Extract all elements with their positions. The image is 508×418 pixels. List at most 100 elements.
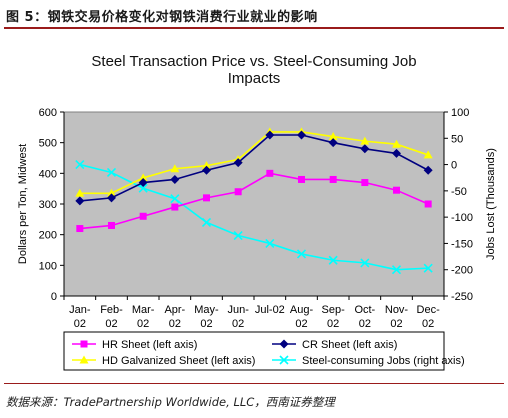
point-cr (170, 174, 180, 184)
report-header: 图 5：钢铁交易价格变化对钢铁消费行业就业的影响 (0, 0, 508, 30)
point-hd (360, 136, 370, 145)
point-cr (328, 138, 338, 148)
chart-title-line-1: Steel Transaction Price vs. Steel-Consum… (91, 53, 416, 70)
marker-stroke (170, 194, 180, 204)
x-tick-label: 02 (327, 318, 339, 330)
x-tick-label: 02 (74, 318, 86, 330)
point-hd (328, 132, 338, 141)
point-hr (266, 169, 274, 177)
legend-label-jobs: Steel-consuming Jobs (right axis) (302, 355, 465, 367)
point-hd (423, 150, 433, 159)
y-tick-label-right: -50 (451, 186, 467, 198)
legend-marker-jobs (279, 355, 289, 365)
series-line-hr (79, 172, 429, 230)
point-hr (203, 194, 210, 202)
x-tick-label: 02 (137, 318, 149, 330)
source-note: 数据来源：TradePartnership Worldwide, LLC，西南证… (6, 395, 335, 409)
x-tick-label: 02 (295, 318, 307, 330)
legend: HR Sheet (left axis) CR Sheet (left axis)… (63, 331, 465, 371)
x-tick-label: 02 (359, 318, 371, 330)
legend-label-cr: CR Sheet (left axis) (302, 339, 397, 351)
y-tick-label-left: 0 (51, 291, 57, 303)
y-tick-label-left: 100 (39, 260, 57, 272)
point-jobs (201, 217, 212, 227)
legend-marker-hd (79, 355, 89, 364)
y-tick-label-left: 400 (39, 168, 57, 180)
marker-stroke (201, 217, 212, 227)
marker-stroke (265, 238, 275, 248)
y-tick-label-right: -100 (451, 212, 473, 224)
point-jobs (138, 183, 148, 193)
point-jobs (360, 258, 370, 268)
point-hd (107, 188, 116, 197)
x-tick-label: Sep- (322, 304, 346, 316)
legend-box (63, 331, 445, 371)
x-tick-label: 02 (200, 318, 212, 330)
y-tick-label-right: -250 (451, 291, 473, 303)
y-tick-label-left: 300 (39, 199, 57, 211)
x-tick-label: Apr- (164, 304, 185, 316)
point-cr (392, 148, 401, 158)
point-hr (424, 200, 432, 208)
y-axis-title-left: Dollars per Ton, Midwest (17, 144, 29, 264)
chart-title-line-2: Impacts (228, 70, 281, 87)
point-hr (139, 212, 147, 220)
point-cr (423, 165, 433, 175)
point-jobs (233, 230, 243, 241)
header-divider (4, 27, 504, 29)
point-hr (361, 179, 369, 187)
marker-stroke (391, 265, 402, 275)
x-tick-label: Aug- (290, 304, 314, 316)
point-cr (297, 130, 306, 140)
series-line-hd (79, 131, 429, 195)
point-jobs (391, 265, 402, 275)
y-tick-label-right: 100 (451, 107, 469, 119)
point-cr (75, 196, 85, 206)
point-hr (393, 186, 400, 194)
figure-title: 图 5：钢铁交易价格变化对钢铁消费行业就业的影响 (6, 10, 318, 25)
point-hd (75, 188, 85, 197)
legend-marker-hr (80, 340, 88, 348)
legend-marker-cr (279, 339, 289, 349)
marker-stroke (360, 258, 370, 268)
point-cr (360, 144, 370, 154)
point-hd (138, 173, 148, 182)
point-hr (298, 175, 305, 183)
point-hr (76, 225, 84, 233)
x-tick-label: Dec- (417, 304, 441, 316)
y-tick-label-left: 200 (39, 230, 57, 242)
point-jobs (423, 263, 433, 273)
y-tick-label-right: 0 (451, 160, 457, 172)
point-jobs (75, 160, 85, 170)
y-axis-title-right: Jobs Lost (Thousands) (485, 148, 497, 260)
point-cr (233, 158, 243, 168)
x-tick-label: 02 (169, 318, 181, 330)
y-tick-label-right: 50 (451, 133, 463, 145)
x-tick-label: Jul-02 (255, 304, 285, 316)
point-hr (108, 221, 115, 229)
point-jobs (296, 249, 307, 259)
point-jobs (170, 194, 180, 204)
marker-stroke (138, 183, 148, 193)
y-tick-label-right: -150 (451, 238, 473, 250)
x-tick-label: Jun- (227, 304, 249, 316)
chart-svg: Steel Transaction Price vs. Steel-Consum… (17, 53, 497, 371)
y-tick-label-left: 500 (39, 138, 57, 150)
point-hd (170, 164, 180, 173)
legend-label-hr: HR Sheet (left axis) (102, 339, 197, 351)
marker-stroke (296, 249, 307, 259)
series-line-cr (79, 134, 429, 202)
point-hr (171, 203, 179, 211)
marker-stroke (106, 167, 117, 178)
y-tick-label-right: -200 (451, 265, 473, 277)
marker-stroke (75, 160, 85, 170)
point-jobs (328, 255, 338, 265)
x-tick-label: 02 (390, 318, 402, 330)
point-cr (107, 193, 116, 203)
legend-label-hd: HD Galvanized Sheet (left axis) (102, 355, 255, 367)
point-hr (329, 175, 337, 183)
point-jobs (106, 167, 117, 178)
point-hr (234, 188, 242, 196)
point-jobs (265, 238, 275, 248)
x-tick-label: May- (194, 304, 219, 316)
